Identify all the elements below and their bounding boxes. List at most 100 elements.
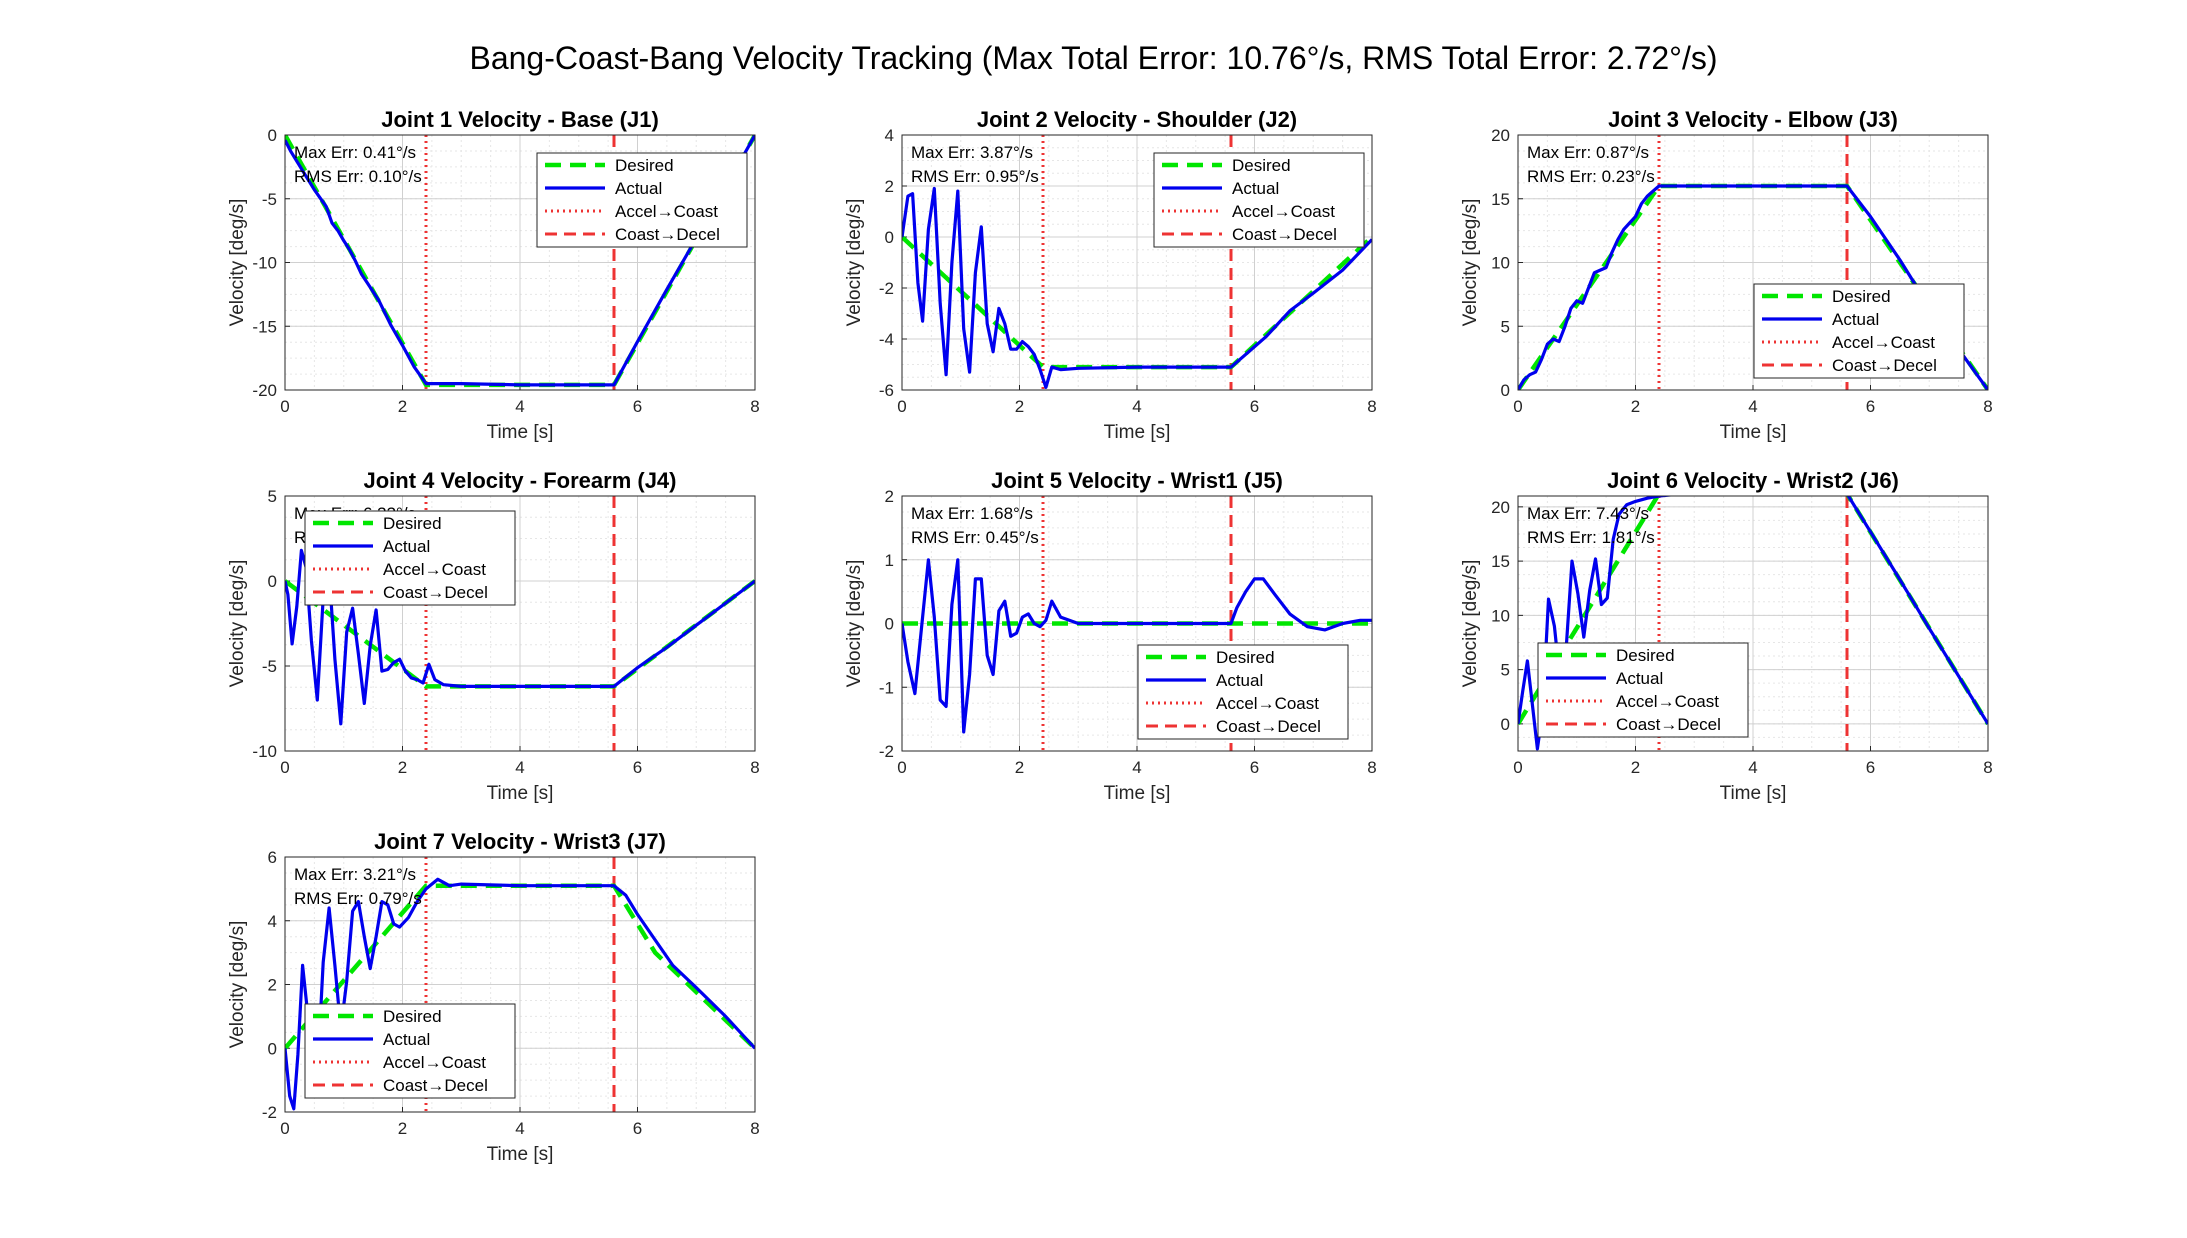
legend-label: Coast→Decel xyxy=(615,225,720,244)
x-tick-label: 2 xyxy=(398,758,407,777)
legend-label: Actual xyxy=(383,537,430,556)
y-tick-label: -2 xyxy=(879,279,894,298)
x-tick-label: 6 xyxy=(633,397,642,416)
x-axis-label: Time [s] xyxy=(1104,422,1171,443)
error-annotation: RMS Err: 0.23°/s xyxy=(1527,167,1655,186)
legend-label: Desired xyxy=(1216,648,1275,667)
actual-line xyxy=(285,548,755,726)
y-tick-label: -2 xyxy=(262,1103,277,1122)
legend-box xyxy=(1537,642,1749,738)
x-tick-label: 0 xyxy=(280,758,289,777)
x-tick-label: 2 xyxy=(1015,397,1024,416)
legend-label: Desired xyxy=(1832,287,1891,306)
subplot-title: Joint 5 Velocity - Wrist1 (J5) xyxy=(991,468,1283,493)
y-tick-label: 10 xyxy=(1491,254,1510,273)
y-axis-label: Velocity [deg/s] xyxy=(227,921,248,1049)
x-tick-label: 8 xyxy=(750,1119,759,1138)
legend-box xyxy=(304,1003,516,1099)
legend-label: Accel→Coast xyxy=(1832,333,1935,352)
actual-line xyxy=(285,135,755,387)
legend: Desired Actual Accel→Coast Coast→Decel xyxy=(1153,152,1365,248)
x-tick-label: 0 xyxy=(1513,758,1522,777)
legend-box xyxy=(304,510,516,606)
subplot-title: Joint 1 Velocity - Base (J1) xyxy=(381,107,659,132)
y-tick-label: 6 xyxy=(268,848,277,867)
subplot-title: Joint 2 Velocity - Shoulder (J2) xyxy=(977,107,1297,132)
y-axis-label: Velocity [deg/s] xyxy=(1460,199,1481,327)
actual-line xyxy=(1518,184,1988,390)
x-tick-label: 4 xyxy=(1748,397,1757,416)
legend-box xyxy=(1753,283,1965,379)
legend-label: Coast→Decel xyxy=(383,583,488,602)
x-tick-label: 8 xyxy=(750,397,759,416)
y-axis-label: Velocity [deg/s] xyxy=(227,199,248,327)
y-tick-label: 15 xyxy=(1491,552,1510,571)
subplot-4: 0 2 4 6 8 -10 -5 0 5 Joint 4 Velocity - Forearm (… xyxy=(227,468,760,804)
axes-box xyxy=(284,495,756,752)
figure-title: Bang-Coast-Bang Velocity Tracking (Max T… xyxy=(469,40,1718,76)
y-axis-label: Velocity [deg/s] xyxy=(1460,560,1481,688)
x-axis-label: Time [s] xyxy=(1104,783,1171,804)
error-annotation: Max Err: 3.87°/s xyxy=(911,143,1033,162)
y-tick-label: 0 xyxy=(885,615,894,634)
x-tick-label: 4 xyxy=(515,758,524,777)
legend-label: Actual xyxy=(1216,671,1263,690)
axes-box xyxy=(284,134,756,391)
x-tick-label: 0 xyxy=(280,1119,289,1138)
legend-label: Coast→Decel xyxy=(1216,717,1321,736)
x-tick-label: 6 xyxy=(1250,397,1259,416)
y-tick-label: 0 xyxy=(268,1039,277,1058)
x-tick-label: 4 xyxy=(1132,758,1141,777)
legend-box xyxy=(1153,152,1365,248)
legend-label: Accel→Coast xyxy=(383,1053,486,1072)
legend-label: Accel→Coast xyxy=(1616,692,1719,711)
x-tick-label: 0 xyxy=(897,397,906,416)
y-tick-label: 1 xyxy=(885,551,894,570)
y-tick-label: -2 xyxy=(879,742,894,761)
x-tick-label: 4 xyxy=(1132,397,1141,416)
x-axis-label: Time [s] xyxy=(487,1144,554,1165)
y-tick-label: 2 xyxy=(885,177,894,196)
legend-box xyxy=(536,152,748,248)
x-tick-label: 6 xyxy=(633,1119,642,1138)
subplot-title: Joint 4 Velocity - Forearm (J4) xyxy=(364,468,677,493)
x-tick-label: 8 xyxy=(1983,397,1992,416)
axes-box xyxy=(284,856,756,1113)
y-tick-label: -5 xyxy=(262,657,277,676)
x-tick-label: 8 xyxy=(1367,397,1376,416)
error-annotation: Max Err: 0.87°/s xyxy=(1527,143,1649,162)
subplot-1: 0 2 4 6 8 -20 -15 -10 -5 0 Joint 1 Velocity - Base… xyxy=(227,107,760,443)
legend: Desired Actual Accel→Coast Coast→Decel xyxy=(304,510,516,606)
axes-box xyxy=(901,495,1373,752)
axes-box xyxy=(901,134,1373,391)
legend-label: Desired xyxy=(615,156,674,175)
legend-label: Desired xyxy=(1616,646,1675,665)
legend-label: Desired xyxy=(383,1007,442,1026)
x-axis-label: Time [s] xyxy=(1720,422,1787,443)
legend-label: Accel→Coast xyxy=(383,560,486,579)
subplot-5: 0 2 4 6 8 -2 -1 0 1 2 Joint 5 Velocity - Wrist1 (J… xyxy=(844,468,1377,804)
y-tick-label: 4 xyxy=(268,912,277,931)
y-tick-label: 0 xyxy=(1501,715,1510,734)
legend: Desired Actual Accel→Coast Coast→Decel xyxy=(304,1003,516,1099)
y-tick-label: 5 xyxy=(1501,661,1510,680)
subplot-title: Joint 6 Velocity - Wrist2 (J6) xyxy=(1607,468,1899,493)
y-tick-label: -10 xyxy=(252,742,277,761)
legend-label: Coast→Decel xyxy=(383,1076,488,1095)
x-tick-label: 2 xyxy=(1631,758,1640,777)
error-annotation: RMS Err: 0.79°/s xyxy=(294,889,422,908)
actual-line xyxy=(902,186,1372,389)
y-axis-label: Velocity [deg/s] xyxy=(844,560,865,688)
error-annotation: Max Err: 1.68°/s xyxy=(911,504,1033,523)
legend-label: Actual xyxy=(1232,179,1279,198)
subplot-title: Joint 7 Velocity - Wrist3 (J7) xyxy=(374,829,666,854)
legend-label: Actual xyxy=(1616,669,1663,688)
y-tick-label: 20 xyxy=(1491,498,1510,517)
y-tick-label: 2 xyxy=(268,976,277,995)
legend-label: Desired xyxy=(1232,156,1291,175)
legend-label: Coast→Decel xyxy=(1232,225,1337,244)
error-annotation: RMS Err: 0.45°/s xyxy=(911,528,1039,547)
y-tick-label: 10 xyxy=(1491,606,1510,625)
